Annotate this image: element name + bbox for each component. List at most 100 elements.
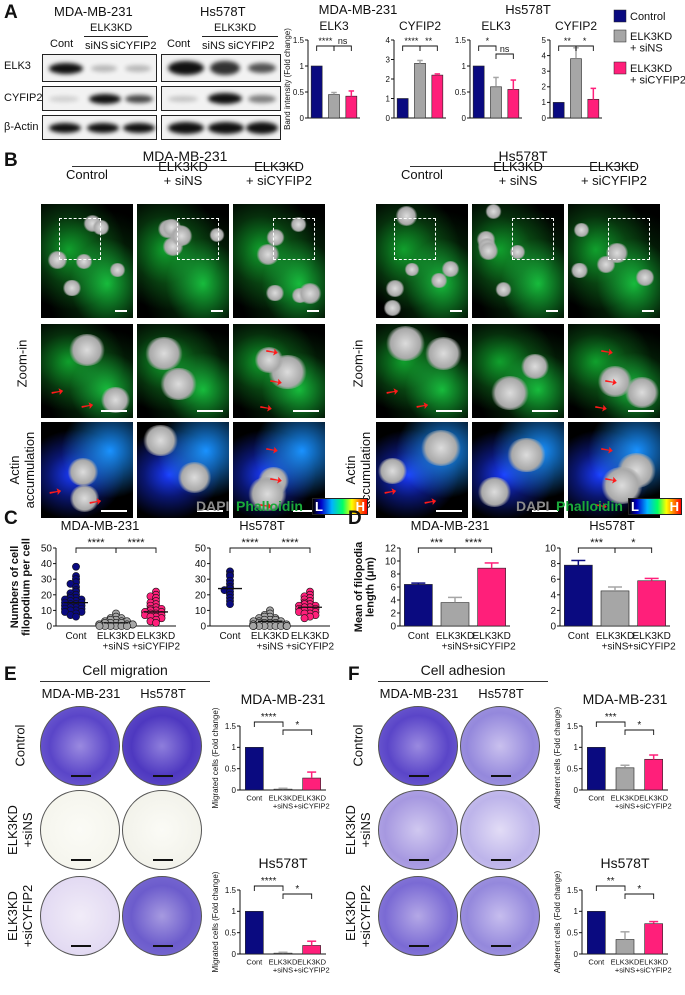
nucleus (440, 260, 461, 278)
nucleus (66, 457, 100, 486)
chart-e1-ylabel: Migrated cells (Fold change) (211, 707, 220, 808)
red-arrow-icon: ➚ (411, 393, 434, 418)
chart-c1-sig-label-1: **** (127, 537, 145, 549)
scale-high-label-1: H (355, 499, 365, 514)
chart-a3-bar-0 (472, 65, 485, 119)
chart-f2-ytick-label-1: 0.5 (567, 928, 579, 937)
blot-row-cyfip2: CYFIP2 (4, 92, 43, 104)
nucleus (247, 477, 288, 512)
chart-d1-ytick-label-0: 0 (390, 622, 396, 633)
panel-label-e: E (4, 664, 17, 685)
chart-d1-ytick-label-4: 8 (390, 570, 396, 581)
scale-bar (546, 310, 558, 312)
chart-f2-ylabel: Adherent cells (Fold change) (553, 871, 562, 974)
chart-e1-sig-bracket-0 (253, 721, 284, 727)
legend-label-1: ELK3KD + siNS (630, 31, 672, 55)
chart-a3-sig-bracket-1 (495, 53, 514, 59)
chart-d1-bar-2 (477, 567, 506, 627)
chart-a3-ytick-label-1: 0.5 (455, 88, 467, 97)
nucleus (68, 485, 101, 513)
chart-a4-sig-label-0: ** (564, 36, 572, 46)
nucleus (265, 284, 286, 302)
blot-elk3-mda (42, 54, 157, 82)
chart-f1-sig-bracket-0 (595, 721, 626, 727)
micrograph-1-1-0 (471, 203, 565, 319)
chart-f1-bar-0 (587, 747, 606, 791)
micro-title-line-hs (410, 166, 635, 167)
chart-d1-ytick-label-6: 12 (385, 544, 397, 555)
chart-a1-title: ELK3 (319, 19, 349, 33)
red-arrow-icon: ➚ (76, 393, 99, 418)
chart-d2-cat-2: ELK3KD +siCYFIP2 (628, 631, 677, 653)
chart-a2-sig-bracket-1 (419, 45, 438, 51)
nucleus (377, 457, 409, 485)
chart-d1-ytick-label-5: 10 (385, 557, 397, 568)
chart-e1-bar-2 (302, 777, 321, 791)
chart-a4-ytick-label-0: 0 (542, 114, 547, 123)
nucleus (599, 466, 644, 505)
nucleus (490, 375, 531, 411)
micro-col-label-1-0: Control (401, 167, 443, 182)
scale-bar (115, 310, 127, 312)
scale-bar (409, 945, 429, 947)
scale-bar (491, 945, 511, 947)
micrograph-1-1-2 (471, 421, 565, 519)
micrograph-0-0-2: ➚ ➚ (40, 421, 134, 519)
chart-f2-sig-bracket-1 (624, 893, 655, 899)
chart-c1-ytick-label-1: 10 (41, 606, 53, 617)
nucleus (420, 430, 462, 466)
chart-c1-point-0-0 (72, 562, 80, 571)
scale-bar (197, 410, 223, 412)
chart-d1-ytick-label-3: 6 (390, 583, 396, 594)
blot-title-hs: Hs578T (200, 4, 246, 19)
chart-f1-cat-2: ELK3KD +siCYFIP2 (636, 794, 672, 811)
micrograph-1-0-2: ➚ ➚ (375, 421, 469, 519)
nucleus (176, 462, 213, 493)
red-arrow-icon: ➘ (595, 437, 618, 462)
chart-f2-cat-2: ELK3KD +siCYFIP2 (636, 958, 672, 975)
chart-e1-ytick-label-1: 0.5 (225, 764, 237, 773)
chart-c2-ytick-label-3: 30 (195, 575, 207, 586)
nucleus (635, 269, 656, 287)
adhesion-title-line (378, 681, 548, 682)
red-arrow-icon: ➚ (44, 479, 67, 504)
chart-d2-ytick-label-4: 8 (550, 559, 556, 570)
adhesion-title: Cell adhesion (420, 662, 506, 678)
dish-adhesion-control-hs (460, 706, 540, 786)
micro-title-hs: Hs578T (498, 148, 548, 164)
chart-d2-bar-0 (564, 564, 593, 627)
dish-migration-sicyfip2-mda (40, 876, 120, 956)
chart-c1-ylabel: Numbers of cellfilopodium per cell (9, 538, 33, 636)
chart-a1-bar-1 (328, 94, 340, 119)
chart-e2-cat-2: ELK3KD +siCYFIP2 (294, 958, 330, 975)
chart-c1-sig-label-0: **** (87, 537, 105, 549)
chart-a2-bar-1 (414, 63, 426, 119)
nucleus (142, 424, 179, 456)
legend-swatch-2 (613, 61, 627, 75)
chart-e2-bar-0 (245, 911, 264, 955)
chart-f1-ylabel-group: Adherent cells (Fold change) (553, 707, 562, 810)
chart-c1-ylabel-group: Numbers of cellfilopodium per cell (9, 538, 33, 636)
chart-c2-point-2-23 (300, 614, 309, 623)
micrograph-1-2-1: ➘ ➘ ➘ (567, 323, 661, 419)
chart-f1-ytick-label-1: 0.5 (567, 764, 579, 773)
chart-f1-sig-label-1: * (637, 720, 641, 731)
chart-c1-ytick-label-5: 50 (41, 544, 53, 555)
chart-f2-cat-0: Cont (588, 958, 605, 967)
red-arrow-icon: ➚ (379, 479, 402, 504)
micrograph-0-1-0 (136, 203, 230, 319)
chart-d1-ylabel: Mean of filopodialength (μm) (353, 541, 377, 632)
chart-a4-ytick-label-3: 3 (542, 67, 547, 76)
chart-a4-sig-label-1: * (583, 36, 587, 46)
chart-a3-bar-2 (507, 89, 520, 119)
nucleus (74, 253, 93, 269)
chart-d2-ytick-label-3: 6 (550, 575, 556, 586)
scale-bar (532, 510, 558, 512)
scale-bar (307, 310, 319, 312)
scale-bar (101, 410, 127, 412)
red-arrow-icon: ➘ (260, 437, 283, 462)
lane-label-cont-1: Cont (50, 38, 74, 50)
chart-c2-sig-label-1: **** (281, 537, 299, 549)
chart-d1-heading: MDA-MB-231 (411, 518, 490, 533)
